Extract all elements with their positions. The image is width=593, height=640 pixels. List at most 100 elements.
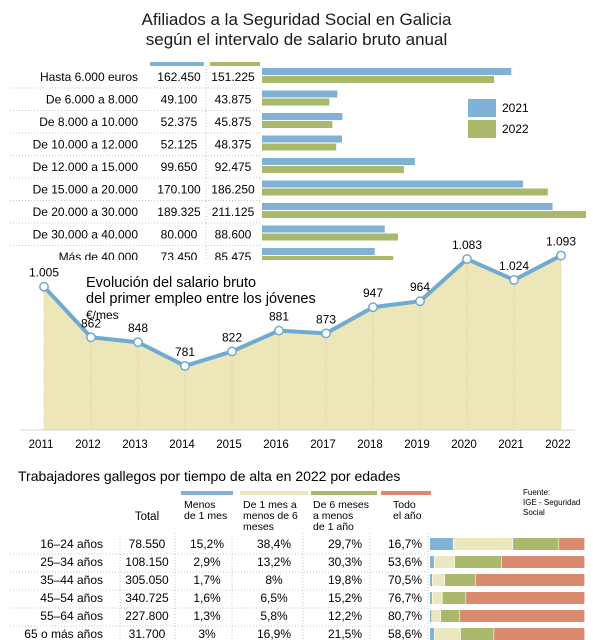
- x-tick-label: 2013: [122, 439, 148, 451]
- value-label-2021: 52.125: [161, 138, 198, 152]
- source-note-line: Social: [523, 508, 545, 517]
- value-label-2022: 85.475: [215, 250, 252, 260]
- value-label-2022: 211.125: [212, 205, 255, 219]
- cell-full-year: 76,7%: [388, 591, 422, 605]
- row-total: 31.700: [129, 627, 166, 640]
- category-label: Más de 40.000: [59, 250, 139, 260]
- bar-2021: [262, 135, 342, 143]
- stacked-segment: [513, 538, 559, 550]
- stacked-segment: [430, 610, 432, 622]
- legend-label-2022: 2022: [502, 122, 529, 136]
- stacked-segment: [430, 592, 432, 604]
- stacked-segment: [494, 628, 585, 640]
- salary-interval-bar-chart: Hasta 6.000 euros 162.450 151.225 De 6.000 …: [10, 62, 586, 260]
- cell-lt1m: 3%: [198, 627, 216, 640]
- legend-label-2021: 2021: [502, 101, 529, 115]
- data-label: 1.024: [499, 259, 529, 273]
- column-header-line: de 1 año: [313, 521, 354, 533]
- value-label-2022: 186.250: [211, 183, 255, 197]
- cell-6to12m: 19,8%: [328, 573, 362, 587]
- stacked-segment: [432, 592, 442, 604]
- value-label-2021: 52.375: [161, 115, 198, 129]
- data-point: [321, 328, 331, 339]
- row-total: 78.550: [129, 537, 166, 551]
- data-point: [556, 250, 566, 261]
- data-point: [39, 281, 49, 292]
- cell-6to12m: 21,5%: [328, 627, 362, 640]
- cell-full-year: 70,5%: [388, 573, 422, 587]
- data-label: 1.005: [29, 266, 59, 280]
- data-point: [274, 325, 284, 336]
- data-label: 1.083: [452, 238, 482, 252]
- bar-2021: [262, 180, 524, 188]
- chart1-title-block: Afiliados a la Seguridad Social en Galic…: [0, 10, 593, 50]
- value-label-2022: 45.875: [215, 115, 252, 129]
- column-header-line: de 1 mes: [184, 510, 227, 522]
- stacked-segment: [559, 538, 585, 550]
- x-tick-label: 2016: [263, 439, 289, 451]
- data-label: 881: [269, 310, 289, 324]
- bar-2021: [262, 90, 338, 98]
- value-label-2021: 170.100: [157, 183, 201, 197]
- data-label: 1.093: [546, 235, 576, 249]
- source-note-line: Fuente:: [523, 488, 550, 497]
- stacked-segment: [432, 574, 445, 586]
- chart2-title: Evolución del salario bruto: [86, 275, 256, 291]
- column-header-line: a menos: [313, 510, 353, 522]
- data-label: 822: [222, 330, 242, 344]
- x-tick-label: 2014: [169, 439, 195, 451]
- bar-2021: [262, 113, 343, 120]
- stacked-segment: [501, 556, 585, 568]
- value-label-2022: 88.600: [215, 228, 252, 242]
- value-label-2022: 92.475: [215, 160, 252, 174]
- cell-full-year: 53,6%: [388, 555, 422, 569]
- row-age-label: 55–64 años: [40, 609, 103, 623]
- salary-evolution-area-chart: 1.005 2011 862 2012 848 2013 781 2014 822 2015 881…: [20, 235, 576, 451]
- category-label: De 12.000 a 15.000: [33, 160, 139, 174]
- stacked-segment: [442, 592, 466, 604]
- x-tick-label: 2011: [29, 439, 54, 451]
- category-label: De 15.000 a 20.000: [33, 183, 139, 197]
- category-label: De 20.000 a 30.000: [33, 205, 139, 219]
- bar-2022: [262, 256, 394, 260]
- column-header-line: el año: [393, 510, 422, 522]
- cell-lt1m: 1,3%: [193, 609, 221, 623]
- row-total: 108.150: [125, 555, 169, 569]
- cell-6to12m: 30,3%: [328, 555, 362, 569]
- bar-2022: [262, 98, 330, 106]
- value-label-2021: 73.450: [161, 250, 198, 260]
- cell-lt1m: 2,9%: [193, 555, 221, 569]
- col-header-bar: [181, 491, 233, 495]
- bar-2022: [262, 188, 548, 196]
- x-tick-label: 2018: [357, 439, 383, 451]
- cell-6to12m: 15,2%: [328, 591, 362, 605]
- row-age-label: 65 o más años: [24, 627, 103, 640]
- row-age-label: 35–44 años: [40, 573, 103, 587]
- bar-2022: [262, 233, 398, 241]
- x-tick-label: 2021: [498, 439, 524, 451]
- cell-1to6m: 13,2%: [257, 555, 291, 569]
- column-header-line: Todo: [393, 499, 416, 511]
- col-header-bar: [240, 491, 308, 495]
- data-label: 862: [81, 316, 101, 330]
- stacked-segment: [454, 556, 502, 568]
- col-header-bar: [381, 491, 431, 495]
- cell-lt1m: 15,2%: [190, 537, 224, 551]
- bar-2022: [262, 121, 333, 128]
- value-label-2022: 48.375: [215, 138, 252, 152]
- x-tick-label: 2015: [216, 439, 242, 451]
- stacked-segment: [430, 628, 435, 640]
- x-tick-label: 2020: [451, 439, 477, 451]
- column-header-line: De 6 meses: [313, 499, 369, 511]
- cell-6to12m: 12,2%: [328, 609, 362, 623]
- source-note-line: IGE - Seguridad: [523, 498, 580, 507]
- column-header-line: Menos: [184, 499, 216, 511]
- cell-1to6m: 16,9%: [257, 627, 291, 640]
- column-header-line: meses: [243, 521, 274, 533]
- cell-full-year: 16,7%: [388, 537, 422, 551]
- data-point: [368, 302, 378, 313]
- value-label-2021: 162.450: [157, 70, 201, 84]
- value-label-2021: 189.325: [157, 205, 201, 219]
- value-label-2021: 80.000: [161, 228, 198, 242]
